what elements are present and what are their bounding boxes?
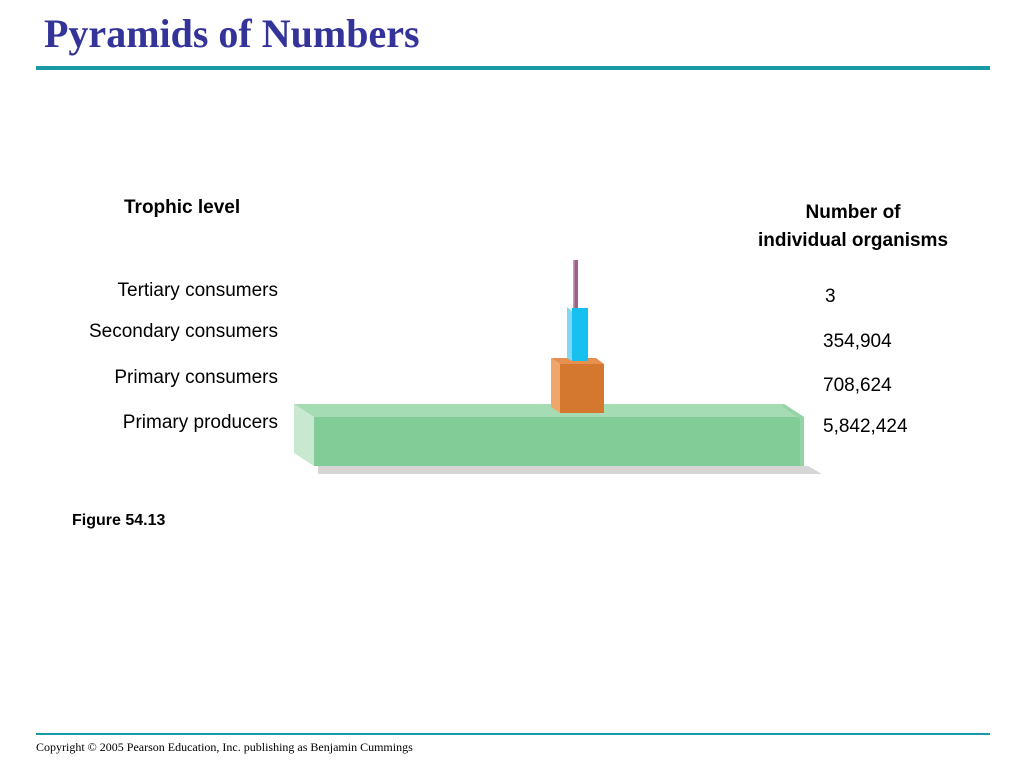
producer-slab-side bbox=[294, 404, 314, 466]
copyright-text: Copyright © 2005 Pearson Education, Inc.… bbox=[36, 740, 413, 754]
number-header-line2: individual organisms bbox=[757, 230, 949, 251]
count-tertiary: 3 bbox=[825, 286, 836, 307]
producer-slab-front bbox=[314, 417, 804, 466]
secondary-consumer-bar-front bbox=[572, 308, 588, 361]
page-title: Pyramids of Numbers bbox=[44, 11, 420, 56]
count-primary-consumers: 708,624 bbox=[823, 375, 892, 396]
number-header: Number of individual organisms bbox=[736, 199, 970, 255]
trophic-level-header: Trophic level bbox=[124, 197, 241, 218]
count-secondary: 354,904 bbox=[823, 331, 892, 352]
level-label-secondary: Secondary consumers bbox=[88, 321, 278, 342]
figure-label: Figure 54.13 bbox=[72, 512, 166, 529]
producer-slab-right-edge bbox=[782, 404, 804, 466]
level-label-tertiary: Tertiary consumers bbox=[117, 280, 279, 301]
producer-slab-shadow bbox=[318, 466, 822, 474]
number-header-line1: Number of bbox=[805, 202, 901, 223]
producer-slab-top bbox=[294, 404, 804, 417]
primary-consumer-block-side bbox=[551, 358, 560, 413]
level-label-producers: Primary producers bbox=[122, 412, 278, 433]
title-divider bbox=[36, 66, 990, 70]
primary-consumer-block-front bbox=[560, 364, 604, 413]
tertiary-consumer-bar bbox=[573, 260, 578, 308]
secondary-consumer-bar-side bbox=[567, 307, 572, 361]
tertiary-consumer-bar-highlight bbox=[573, 260, 575, 308]
count-producers: 5,842,424 bbox=[823, 416, 908, 437]
level-label-primary-consumers: Primary consumers bbox=[114, 367, 278, 388]
footer-divider bbox=[36, 733, 990, 735]
